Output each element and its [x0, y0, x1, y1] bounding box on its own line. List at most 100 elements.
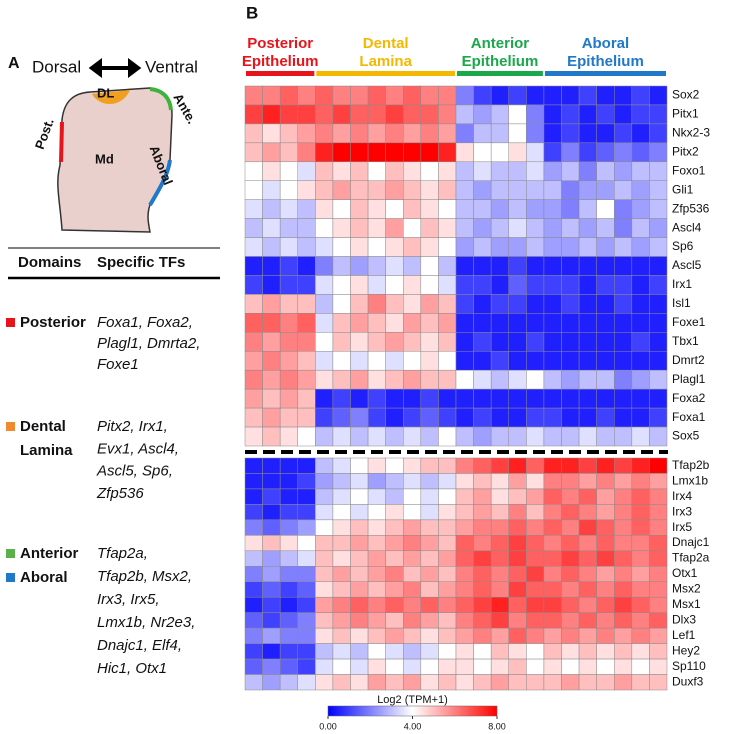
heat-cell [596, 180, 615, 200]
heat-cell [596, 294, 615, 314]
heat-cell [297, 237, 316, 257]
heat-cell [631, 519, 650, 536]
heat-cell [315, 581, 334, 598]
heat-cell [385, 275, 404, 295]
colorbar-tick-label: 8.00 [488, 721, 506, 731]
heat-cell [508, 473, 527, 490]
heat-cell [403, 180, 422, 200]
heat-cell [614, 550, 633, 567]
heat-cell [578, 550, 597, 567]
heat-cell [578, 566, 597, 582]
heat-cell [385, 199, 404, 219]
heat-cell [631, 123, 650, 144]
heat-cell [578, 457, 597, 474]
heat-cell [455, 275, 474, 295]
heat-cell [490, 504, 509, 521]
heat-cell [455, 426, 474, 447]
heat-cell [543, 550, 562, 567]
heat-cell [649, 426, 668, 447]
heat-cell [279, 519, 298, 536]
heat-cell [490, 627, 509, 644]
heat-cell [403, 535, 422, 552]
heat-cell [631, 142, 650, 163]
heat-cell [279, 674, 298, 691]
heat-cell [473, 674, 492, 691]
heat-cell [543, 237, 562, 257]
heat-cell [438, 612, 457, 629]
heat-cell [473, 643, 492, 660]
heat-cell [367, 388, 386, 409]
tf-list: Irx3, Irx5, [97, 591, 160, 608]
heat-cell [279, 658, 298, 675]
heat-cell [420, 612, 439, 629]
heat-cell [596, 332, 615, 352]
heat-cell [297, 504, 316, 521]
heat-cell [614, 180, 633, 200]
heat-cell [578, 535, 597, 552]
heat-cell [420, 161, 439, 181]
axis-right: Ventral [145, 57, 198, 76]
heat-cell [543, 504, 562, 521]
heat-cell [631, 407, 650, 428]
heat-cell [561, 142, 580, 163]
heat-cell [561, 388, 580, 409]
heat-cell [508, 199, 527, 219]
heat-cell [244, 473, 263, 490]
heat-cell [561, 457, 580, 474]
heat-cell [244, 407, 263, 428]
heat-cell [367, 407, 386, 428]
heat-cell [649, 674, 668, 691]
heat-cell [596, 550, 615, 567]
heat-cell [614, 142, 633, 163]
heat-cell [526, 218, 545, 238]
heat-cell [543, 658, 562, 675]
heat-cell [350, 180, 369, 200]
heat-cell [631, 351, 650, 371]
heat-cell [385, 488, 404, 505]
heat-cell [561, 123, 580, 144]
heat-cell [262, 351, 281, 371]
heat-cell [649, 351, 668, 371]
heat-cell [350, 643, 369, 660]
heat-cell [455, 351, 474, 371]
heat-cell [350, 256, 369, 276]
heat-cell [244, 596, 263, 613]
heat-cell [526, 199, 545, 219]
heat-cell [596, 237, 615, 257]
heat-cell [350, 658, 369, 675]
heat-cell [279, 237, 298, 257]
heat-cell [420, 426, 439, 447]
row-label: Dmrt2 [672, 353, 705, 367]
heat-cell [332, 313, 351, 333]
heat-cell [614, 596, 633, 613]
heat-cell [578, 581, 597, 598]
heat-cell [543, 581, 562, 598]
heat-cell [543, 388, 562, 409]
heat-cell [297, 388, 316, 409]
heat-cell [438, 488, 457, 505]
heat-cell [385, 426, 404, 447]
heat-cell [244, 535, 263, 552]
domain-name: Aboral [20, 569, 68, 586]
heat-cell [490, 142, 509, 163]
heat-cell [385, 161, 404, 181]
heat-cell [526, 351, 545, 371]
heat-cell [403, 488, 422, 505]
heat-cell [490, 519, 509, 536]
heat-cell [367, 488, 386, 505]
heat-cell [403, 275, 422, 295]
heat-cell [526, 426, 545, 447]
heat-cell [385, 643, 404, 660]
heat-cell [403, 566, 422, 582]
heat-cell [578, 237, 597, 257]
heat-cell [508, 504, 527, 521]
heat-cell [614, 161, 633, 181]
row-label: Tfap2b [672, 458, 710, 472]
heat-cell [508, 180, 527, 200]
heat-cell [543, 674, 562, 691]
heat-cell [614, 504, 633, 521]
heat-cell [279, 161, 298, 181]
heat-cell [438, 85, 457, 106]
heat-cell [490, 426, 509, 447]
heat-cell [332, 566, 351, 582]
